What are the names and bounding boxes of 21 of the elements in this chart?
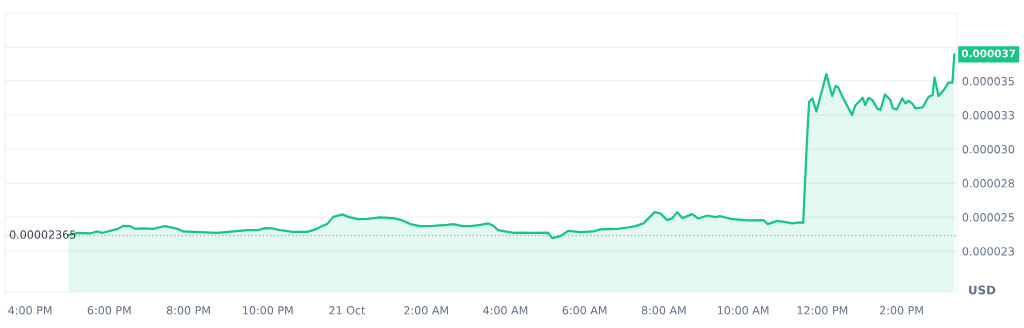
y-tick-label: 0.000025	[962, 213, 1014, 222]
x-tick-label: 12:00 PM	[797, 306, 848, 315]
x-tick-label: 8:00 AM	[641, 306, 686, 315]
y-tick-label: 0.000028	[962, 179, 1015, 188]
x-tick-label: 10:00 AM	[717, 306, 769, 315]
y-tick-label: 0.000035	[962, 77, 1014, 86]
y-tick-label: 0.000030	[962, 145, 1015, 154]
x-tick-label: 6:00 PM	[87, 306, 131, 315]
x-tick-label: 10:00 PM	[243, 306, 293, 315]
x-tick-label: 8:00 PM	[166, 306, 210, 315]
ref-line-label: 0.00002365	[9, 230, 76, 239]
x-tick-label: 2:00 AM	[404, 306, 448, 315]
x-tick-label: 21 Oct	[329, 306, 366, 315]
x-tick-label: 4:00 AM	[483, 306, 528, 315]
y-tick-label: 0.000033	[962, 111, 1014, 120]
y-tick-label: 0.000023	[962, 247, 1014, 256]
x-tick-label: 6:00 AM	[562, 306, 607, 315]
annotation: 0.000037	[961, 49, 1016, 58]
x-tick-label: 4:00 PM	[8, 306, 52, 315]
x-tick-label: 2:00 PM	[879, 306, 923, 315]
text: USD	[969, 285, 996, 295]
